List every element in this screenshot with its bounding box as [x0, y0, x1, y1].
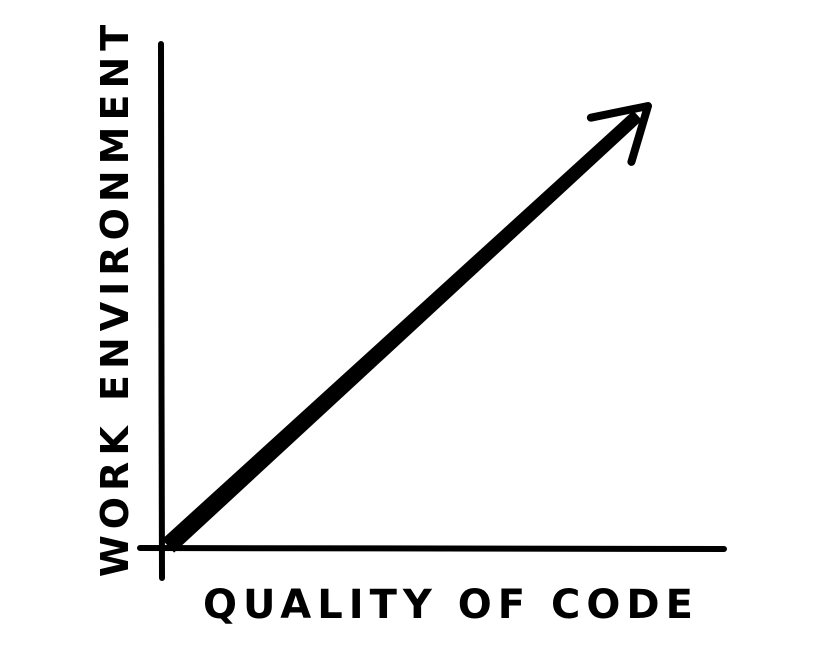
- x-axis-label: QUALITY OF CODE: [203, 582, 699, 628]
- series-layer: [161, 102, 652, 553]
- y-axis-label: WORK ENVIRONMENT: [93, 19, 137, 577]
- series-line: [161, 110, 643, 553]
- y-axis: [158, 41, 165, 581]
- x-axis: [137, 545, 727, 552]
- arrowhead: [586, 102, 652, 166]
